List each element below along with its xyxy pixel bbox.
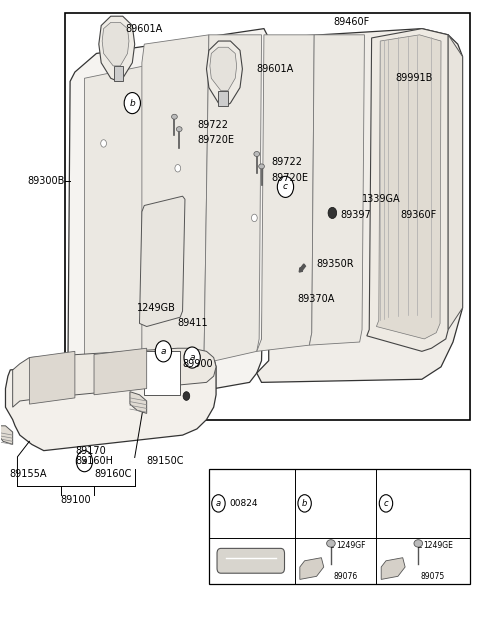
Circle shape [76, 450, 93, 471]
Text: 89722: 89722 [197, 120, 228, 130]
Text: 89075: 89075 [420, 572, 445, 581]
Text: 89720E: 89720E [271, 172, 308, 183]
Text: a: a [190, 353, 195, 362]
Text: 89601A: 89601A [257, 64, 294, 74]
Ellipse shape [254, 152, 260, 157]
Text: 1249GB: 1249GB [137, 303, 176, 313]
Polygon shape [310, 35, 364, 345]
Text: b: b [130, 99, 135, 108]
Text: a: a [161, 347, 166, 356]
Polygon shape [0, 426, 12, 445]
Text: 89720E: 89720E [197, 136, 234, 146]
Ellipse shape [171, 114, 177, 119]
Text: 1249GE: 1249GE [423, 541, 453, 550]
Bar [144, 351, 180, 395]
Polygon shape [140, 196, 185, 327]
Polygon shape [5, 348, 216, 450]
FancyBboxPatch shape [217, 549, 285, 573]
Polygon shape [130, 392, 147, 414]
Circle shape [156, 341, 171, 362]
Text: 89100: 89100 [60, 495, 91, 505]
Polygon shape [94, 348, 147, 395]
Text: 89076: 89076 [333, 572, 358, 581]
Ellipse shape [414, 540, 422, 547]
Text: 89160C: 89160C [94, 468, 132, 478]
Text: 1249GF: 1249GF [336, 541, 365, 550]
Text: 89370A: 89370A [298, 294, 335, 304]
Circle shape [298, 494, 312, 512]
Text: c: c [283, 182, 288, 192]
Text: a: a [82, 457, 87, 466]
Text: 89900: 89900 [182, 359, 213, 369]
Text: 89160H: 89160H [75, 456, 113, 466]
Ellipse shape [326, 540, 335, 547]
Polygon shape [257, 29, 463, 383]
Polygon shape [114, 66, 123, 81]
Polygon shape [210, 47, 237, 91]
Polygon shape [102, 22, 129, 66]
Text: b: b [302, 499, 307, 508]
Text: 89300B: 89300B [27, 175, 64, 186]
Polygon shape [202, 35, 262, 364]
Polygon shape [29, 351, 75, 404]
Text: 89170: 89170 [75, 445, 106, 456]
Polygon shape [257, 35, 314, 351]
Text: a: a [216, 499, 221, 508]
Circle shape [212, 494, 225, 512]
Text: 1339GA: 1339GA [362, 194, 401, 204]
Text: 89722: 89722 [271, 157, 302, 167]
Circle shape [328, 207, 336, 218]
Polygon shape [218, 91, 228, 106]
Polygon shape [381, 558, 405, 580]
Polygon shape [99, 16, 135, 81]
Polygon shape [448, 35, 463, 330]
Text: c: c [384, 499, 388, 508]
Text: 89397: 89397 [340, 210, 371, 220]
Circle shape [379, 494, 393, 512]
Ellipse shape [259, 164, 264, 169]
Text: 89601A: 89601A [125, 24, 162, 34]
Polygon shape [367, 29, 448, 351]
Bar [209, 469, 470, 584]
Ellipse shape [176, 127, 182, 132]
Polygon shape [300, 558, 324, 580]
Text: 89150C: 89150C [147, 456, 184, 466]
Polygon shape [142, 35, 209, 376]
Circle shape [175, 165, 180, 172]
Bar [65, 13, 470, 420]
Text: 89360F: 89360F [400, 210, 437, 220]
Polygon shape [68, 29, 269, 414]
Polygon shape [12, 348, 216, 407]
Text: 00824: 00824 [229, 499, 257, 508]
Circle shape [124, 93, 141, 114]
Text: 89460F: 89460F [333, 17, 370, 27]
Circle shape [184, 347, 200, 368]
FancyArrow shape [299, 264, 305, 272]
Text: 89991B: 89991B [396, 73, 433, 83]
Polygon shape [376, 35, 441, 339]
Circle shape [277, 176, 294, 197]
Text: 89155A: 89155A [9, 468, 47, 478]
Circle shape [101, 140, 107, 147]
Circle shape [252, 214, 257, 221]
Text: 89350R: 89350R [317, 259, 354, 269]
Circle shape [183, 392, 190, 401]
Polygon shape [84, 66, 144, 392]
Text: 89411: 89411 [178, 318, 208, 328]
Polygon shape [206, 41, 242, 106]
